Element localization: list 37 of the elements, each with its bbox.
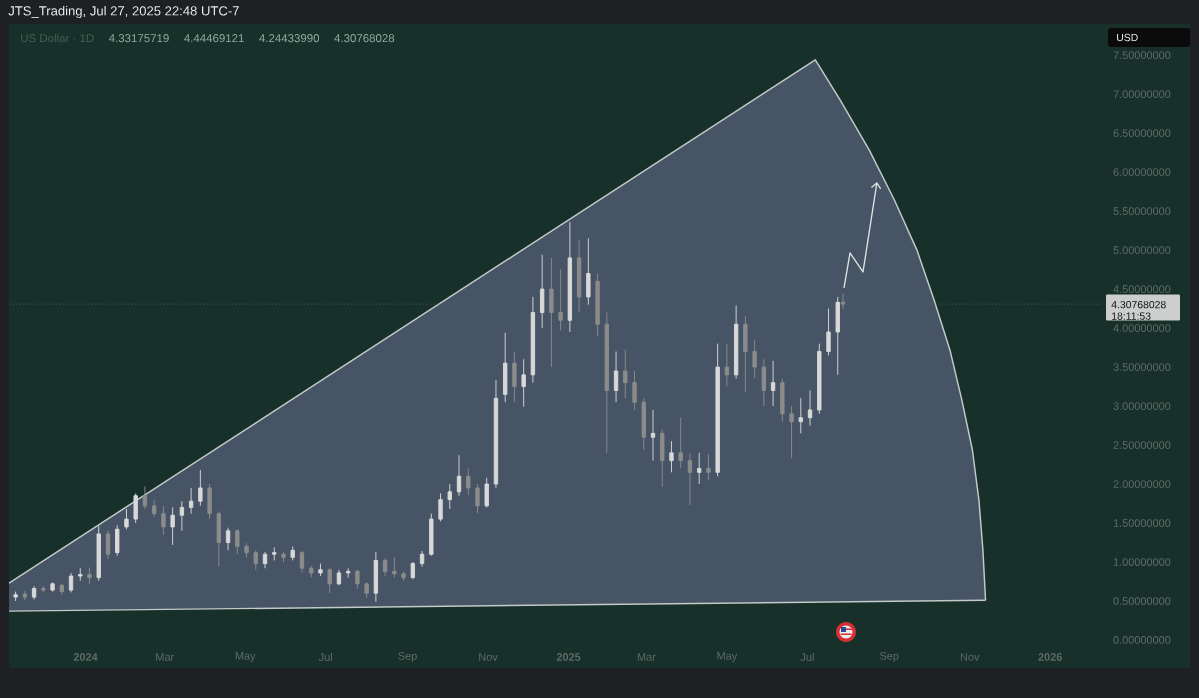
ref-line-label: 4.30768028: [1111, 300, 1166, 309]
y-tick-label: 1.00000000: [1113, 558, 1171, 566]
x-tick-label: Jul: [800, 652, 814, 661]
text: 18:11:53: [1112, 312, 1151, 320]
x-tick-label: Mar: [637, 653, 656, 661]
x-tick-label: 2025: [556, 653, 581, 661]
text: USD: [1117, 33, 1138, 42]
chart-title: JTS_Trading, Jul 27, 2025 22:48 UTC-7: [8, 5, 239, 19]
annotation: 4.33175719: [108, 34, 169, 43]
x-tick-label: 2024: [73, 653, 98, 661]
y-tick-label: 5.50000000: [1113, 207, 1171, 215]
x-tick-label: May: [717, 652, 738, 662]
y-tick-label: 2.50000000: [1113, 441, 1171, 449]
x-tick-label: May: [235, 652, 256, 662]
y-tick-label: 2.00000000: [1113, 480, 1171, 488]
annotation: 4.24433990: [259, 34, 320, 43]
y-tick-label: 3.00000000: [1113, 402, 1171, 410]
x-tick-label: Mar: [156, 653, 174, 661]
x-tick-label: Nov: [960, 653, 980, 661]
y-tick-label: 0.50000000: [1113, 597, 1171, 605]
x-tick-label: Nov: [479, 653, 498, 661]
x-tick-label: Sep: [880, 652, 899, 662]
annotation: 4.30768028: [334, 34, 395, 43]
x-tick-label: Jul: [318, 652, 332, 661]
y-tick-label: 7.50000000: [1113, 51, 1171, 60]
y-tick-label: 3.50000000: [1113, 363, 1171, 371]
x-tick-label: Sep: [398, 652, 417, 662]
y-tick-label: 6.00000000: [1113, 168, 1171, 177]
y-tick-label: 4.00000000: [1113, 324, 1171, 332]
y-tick-label: 1.50000000: [1113, 519, 1171, 527]
y-tick-label: 6.50000000: [1113, 129, 1171, 138]
y-tick-label: 5.00000000: [1113, 246, 1171, 254]
x-tick-label: 2026: [1038, 653, 1062, 661]
y-tick-label: 7.00000000: [1113, 90, 1171, 99]
y-tick-label: 0.00000000: [1113, 636, 1171, 644]
annotation: 4.44469121: [184, 34, 244, 43]
y-tick-label: 4.50000000: [1113, 285, 1171, 293]
